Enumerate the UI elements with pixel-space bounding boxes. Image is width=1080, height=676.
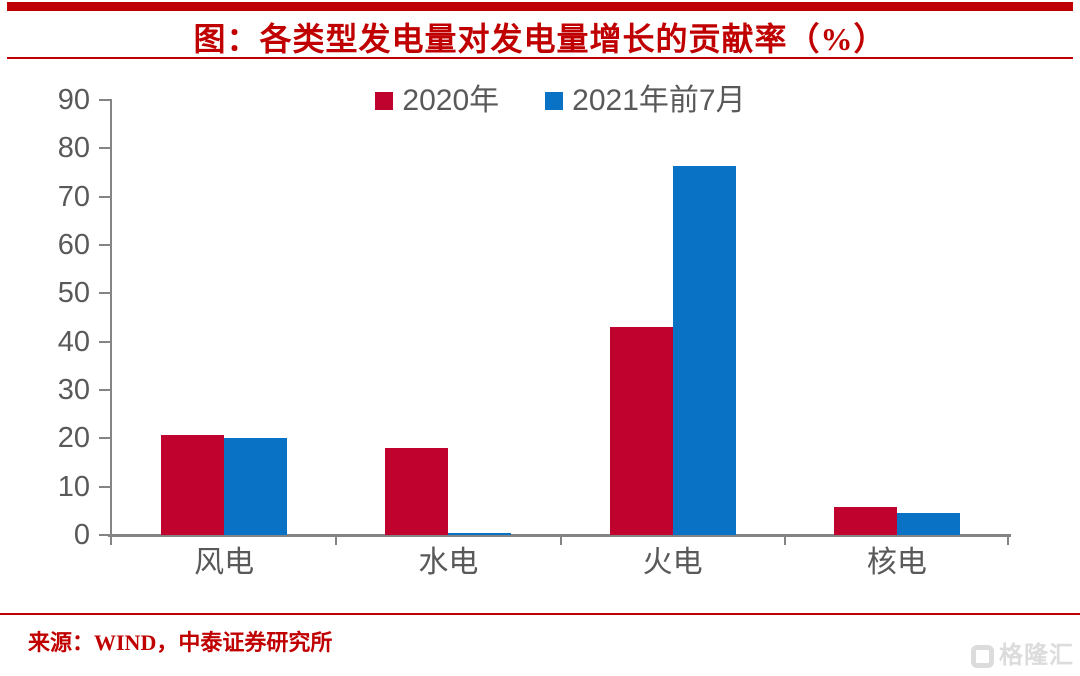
chart-title: 图：各类型发电量对发电量增长的贡献率（%）	[193, 21, 887, 57]
y-axis-tick-label: 30	[57, 374, 90, 406]
y-axis-tick-label: 20	[57, 422, 90, 455]
x-axis-tick-mark	[783, 536, 786, 545]
x-axis-category-label: 核电	[866, 546, 927, 579]
legend-swatch-red-icon	[375, 92, 394, 110]
y-axis-tick-label: 10	[57, 470, 90, 503]
x-axis-category-label: 水电	[418, 546, 479, 579]
y-axis-tick-label: 80	[57, 132, 90, 165]
x-axis-category-label: 风电	[194, 546, 255, 579]
bar	[672, 166, 736, 535]
y-axis-tick-label: 40	[57, 325, 90, 358]
bar	[161, 434, 225, 535]
y-axis-tick-label: 50	[57, 277, 90, 310]
y-axis-tick-mark	[99, 147, 110, 150]
legend-item-2020: 2020年	[375, 86, 499, 116]
bar	[385, 448, 449, 535]
bar	[448, 533, 512, 535]
legend-label-2021: 2021年前7月	[572, 84, 746, 117]
x-axis-category-label: 火电	[642, 546, 703, 579]
y-axis-tick-label: 60	[57, 229, 90, 261]
legend-item-2021: 2021年前7月	[545, 84, 746, 117]
y-axis-tick-mark	[99, 340, 110, 343]
y-axis-tick-label: 70	[57, 180, 90, 213]
y-axis-tick-mark	[99, 99, 110, 101]
y-axis-tick-mark	[99, 292, 110, 295]
y-axis-tick-mark	[99, 485, 110, 488]
title-divider	[7, 57, 1073, 59]
gelonghui-logo-icon	[971, 644, 994, 668]
y-axis-tick-label: 0	[73, 519, 90, 551]
x-axis-tick-mark	[335, 536, 338, 545]
legend-label-2020: 2020年	[402, 84, 500, 117]
watermark: 格隆汇	[971, 644, 1074, 668]
y-axis-tick-mark	[99, 534, 110, 536]
source-note: 来源：WIND，中泰证券研究所	[28, 630, 333, 655]
y-axis-tick-mark	[99, 195, 110, 198]
legend-swatch-blue-icon	[545, 92, 564, 110]
y-axis-tick-mark	[99, 244, 110, 246]
watermark-text: 格隆汇	[999, 642, 1074, 669]
bar	[609, 327, 673, 535]
bar	[896, 512, 960, 535]
bar	[224, 437, 288, 535]
chart-legend: 2020年 2021年前7月	[112, 86, 1009, 116]
top-red-bar	[7, 2, 1073, 11]
footer-divider	[0, 613, 1080, 615]
plot-area: 0 10 20 30 40 50 60 70 80 90 风电 水电 火电 核电	[58, 86, 1011, 578]
y-axis-tick-mark	[99, 437, 110, 440]
x-axis-tick-mark	[1007, 536, 1009, 545]
bar	[833, 506, 897, 535]
x-axis-line	[108, 534, 1011, 537]
x-axis-tick-mark	[559, 536, 562, 545]
y-axis-line	[110, 99, 112, 537]
y-axis-tick-label: 90	[57, 84, 90, 116]
x-axis-tick-mark	[110, 536, 112, 545]
y-axis-tick-mark	[99, 389, 110, 391]
